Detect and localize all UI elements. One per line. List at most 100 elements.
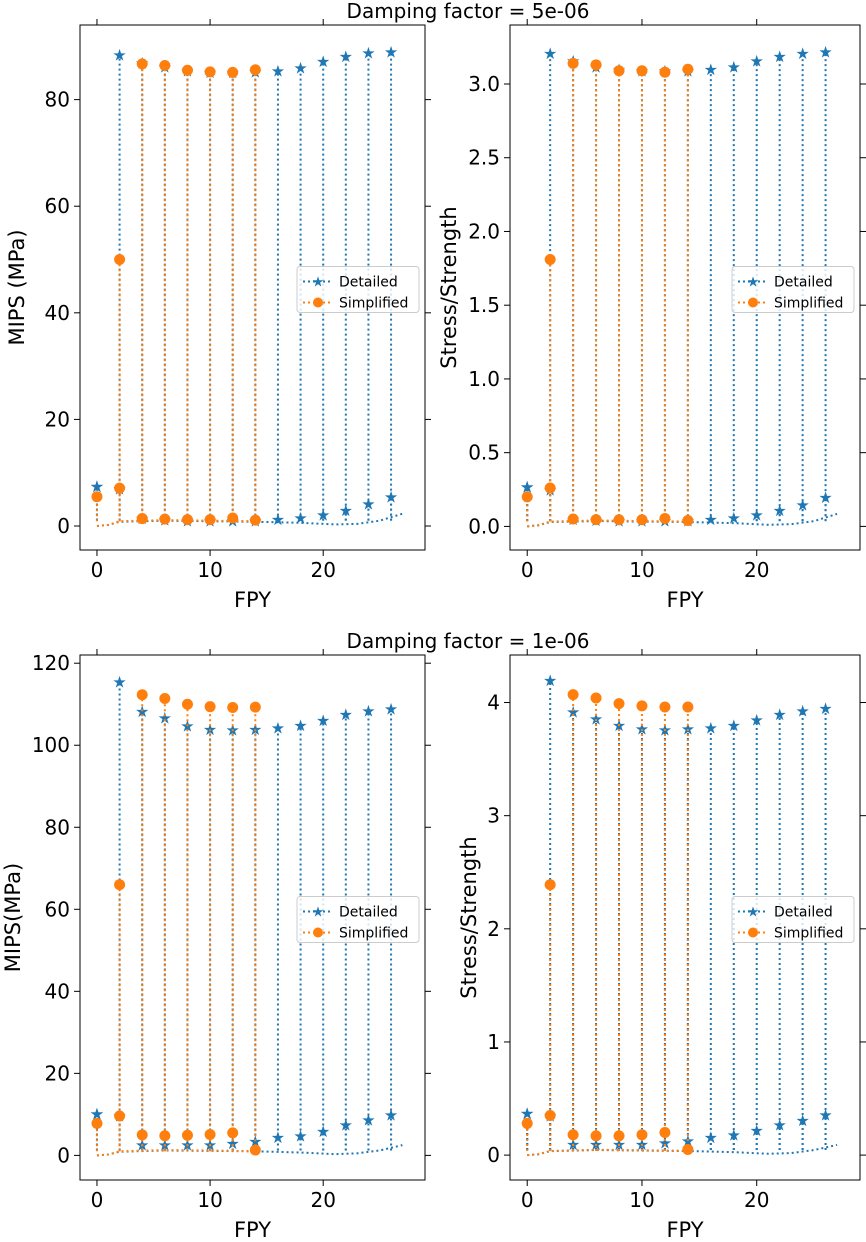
- circle-marker: [181, 698, 193, 710]
- legend-star-icon: ★: [312, 275, 325, 291]
- circle-marker: [659, 1126, 671, 1138]
- circle-marker: [159, 1130, 171, 1142]
- y-axis-label: Stress/Strength: [457, 836, 481, 998]
- star-marker: ★: [271, 61, 285, 80]
- legend: ★ Detailed Simplified: [731, 266, 855, 313]
- circle-marker: [521, 491, 533, 503]
- y-tick-label: 20: [45, 1061, 70, 1085]
- star-marker: ★: [384, 43, 398, 62]
- y-tick-label: 3.0: [468, 72, 500, 96]
- circle-marker: [136, 513, 148, 525]
- axes-frame: [509, 24, 861, 551]
- y-tick-label: 80: [45, 88, 70, 112]
- star-marker: ★: [520, 478, 534, 497]
- star-marker: ★: [543, 671, 557, 690]
- circle-marker: [544, 253, 556, 265]
- x-tick-label: 0: [521, 1188, 534, 1212]
- star-marker: ★: [293, 59, 307, 78]
- x-tick-label: 20: [744, 558, 769, 582]
- chart-panel-top-right: 0 10 20 0.0 0.5 1.0 1.5 2.0 2.5 3.0 FPY Stress/Stre…: [437, 19, 866, 612]
- star-marker: ★: [818, 43, 832, 62]
- legend-star-icon: ★: [747, 905, 760, 921]
- y-tick-label: 1.5: [468, 293, 500, 317]
- circle-marker: [521, 1117, 533, 1129]
- circle-marker: [136, 58, 148, 70]
- star-marker: ★: [339, 1116, 353, 1135]
- circle-marker: [249, 64, 261, 76]
- x-axis-label: FPY: [234, 1218, 271, 1242]
- circle-marker: [181, 514, 193, 526]
- circle-marker: [613, 65, 625, 77]
- circle-marker: [544, 879, 556, 891]
- x-tick-label: 20: [744, 1188, 769, 1212]
- y-tick-label: 3: [487, 804, 500, 828]
- legend-circle-icon: [748, 297, 758, 308]
- circle-marker: [682, 63, 694, 75]
- star-marker: ★: [704, 718, 718, 737]
- x-tick-label: 0: [91, 558, 104, 582]
- x-tick-label: 0: [521, 558, 534, 582]
- circle-marker: [227, 512, 239, 524]
- circle-marker: [204, 701, 216, 713]
- x-tick-label: 10: [629, 1188, 654, 1212]
- star-marker: ★: [226, 1134, 240, 1153]
- star-marker: ★: [293, 508, 307, 527]
- star-marker: ★: [520, 1104, 534, 1123]
- star-marker: ★: [750, 51, 764, 70]
- star-marker: ★: [90, 1105, 104, 1124]
- star-marker: ★: [520, 478, 534, 497]
- star-marker: ★: [316, 711, 330, 730]
- star-marker: ★: [90, 1105, 104, 1124]
- x-tick-label: 10: [197, 1188, 222, 1212]
- circle-marker: [659, 701, 671, 713]
- circle-marker: [682, 1143, 694, 1155]
- star-marker: ★: [361, 1110, 375, 1129]
- axes-frame: [79, 654, 426, 1181]
- y-tick-label: 120: [32, 651, 70, 675]
- star-marker: ★: [704, 1128, 718, 1147]
- x-tick-label: 20: [310, 558, 335, 582]
- y-tick-label: 2.5: [468, 146, 500, 170]
- star-marker: ★: [795, 44, 809, 63]
- y-tick-label: 1.0: [468, 367, 500, 391]
- circle-marker: [114, 254, 126, 266]
- circle-marker: [636, 1129, 648, 1141]
- star-marker: ★: [818, 699, 832, 718]
- series-simplified: [521, 689, 694, 1157]
- star-marker: ★: [773, 705, 787, 724]
- x-tick-label: 0: [91, 1188, 104, 1212]
- star-marker: ★: [361, 44, 375, 63]
- x-tick-label: 10: [197, 558, 222, 582]
- star-marker: ★: [704, 510, 718, 529]
- star-marker: ★: [90, 477, 104, 496]
- y-tick-label: 1: [487, 1030, 500, 1054]
- star-marker: ★: [112, 673, 126, 692]
- star-marker: ★: [750, 1121, 764, 1140]
- legend-box: [296, 896, 420, 943]
- star-marker: ★: [339, 705, 353, 724]
- legend-label: Detailed: [774, 275, 833, 291]
- y-tick-label: 80: [45, 815, 70, 839]
- legend-label: Simplified: [339, 296, 408, 312]
- y-tick-label: 60: [45, 897, 70, 921]
- circle-marker: [204, 1128, 216, 1140]
- axes-frame: [79, 24, 426, 551]
- star-marker: ★: [773, 47, 787, 66]
- y-tick-label: 4: [487, 691, 500, 715]
- star-marker: ★: [384, 1105, 398, 1124]
- circle-marker: [567, 57, 579, 69]
- star-marker: ★: [271, 719, 285, 738]
- star-marker: ★: [271, 1128, 285, 1147]
- star-marker: ★: [520, 1104, 534, 1123]
- circle-marker: [181, 64, 193, 76]
- y-tick-label: 2: [487, 917, 500, 941]
- x-tick-label: 10: [629, 558, 654, 582]
- y-axis-label: MIPS (MPa): [5, 229, 29, 345]
- star-marker: ★: [135, 702, 149, 721]
- star-marker: ★: [658, 1134, 672, 1153]
- x-axis-label: FPY: [234, 588, 271, 612]
- star-marker: ★: [316, 505, 330, 524]
- star-marker: ★: [704, 60, 718, 79]
- star-marker: ★: [727, 716, 741, 735]
